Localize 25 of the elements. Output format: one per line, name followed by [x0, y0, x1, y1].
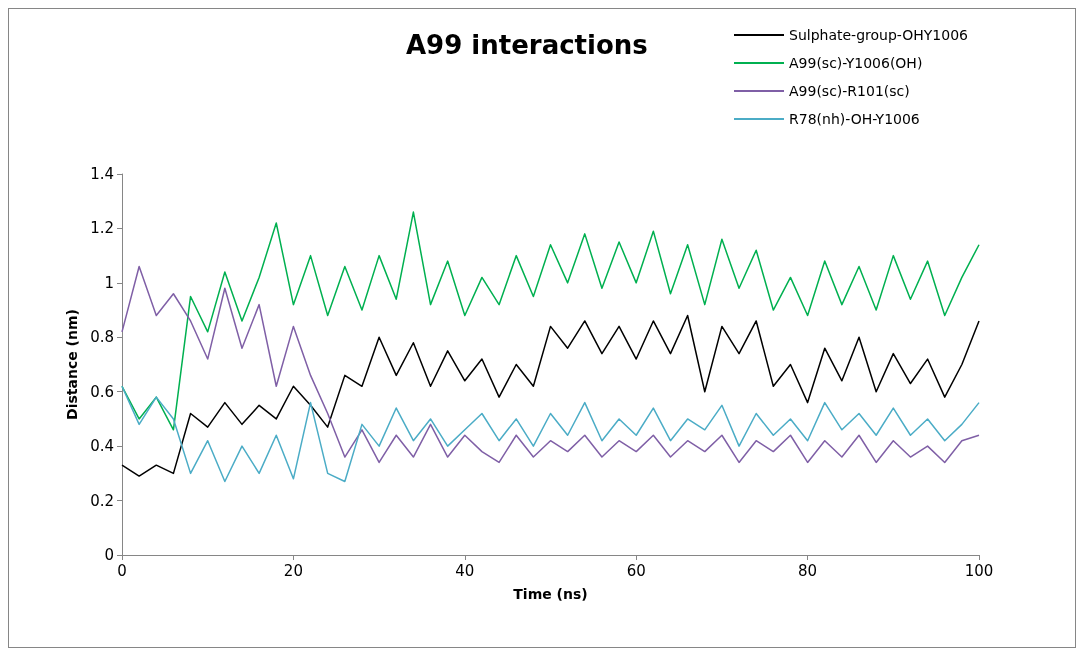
- legend-label: R78(nh)-OH-Y1006: [789, 111, 920, 127]
- y-tick-label: 1: [104, 273, 114, 292]
- line-series: [121, 265, 980, 464]
- legend-label: A99(sc)-R101(sc): [789, 83, 910, 99]
- y-tick-label: 0.8: [90, 328, 114, 347]
- legend-label: A99(sc)-Y1006(OH): [789, 55, 923, 71]
- y-tick-label: 1.2: [90, 219, 114, 238]
- y-tick-label: 0.2: [90, 491, 114, 510]
- x-tick-label: 80: [798, 561, 818, 580]
- line-series: [121, 385, 980, 483]
- chart-title: A99 interactions: [406, 30, 648, 60]
- x-axis-title: Time (ns): [513, 586, 588, 602]
- y-tick-label: 0: [104, 546, 114, 564]
- x-tick-label: 100: [964, 561, 994, 580]
- y-tick-label: 1.4: [90, 165, 114, 183]
- legend-label: Sulphate-group-OHY1006: [789, 27, 969, 43]
- x-tick-label: 20: [283, 561, 303, 580]
- y-tick-label: 0.4: [90, 437, 114, 456]
- x-tick-label: 40: [455, 561, 475, 580]
- y-tick-label: 0.6: [90, 382, 114, 401]
- y-axis-title: Distance (nm): [64, 309, 81, 420]
- x-tick-label: 0: [117, 561, 127, 580]
- line-series: [121, 211, 980, 431]
- line-series: [121, 314, 980, 477]
- x-tick-label: 60: [626, 561, 646, 580]
